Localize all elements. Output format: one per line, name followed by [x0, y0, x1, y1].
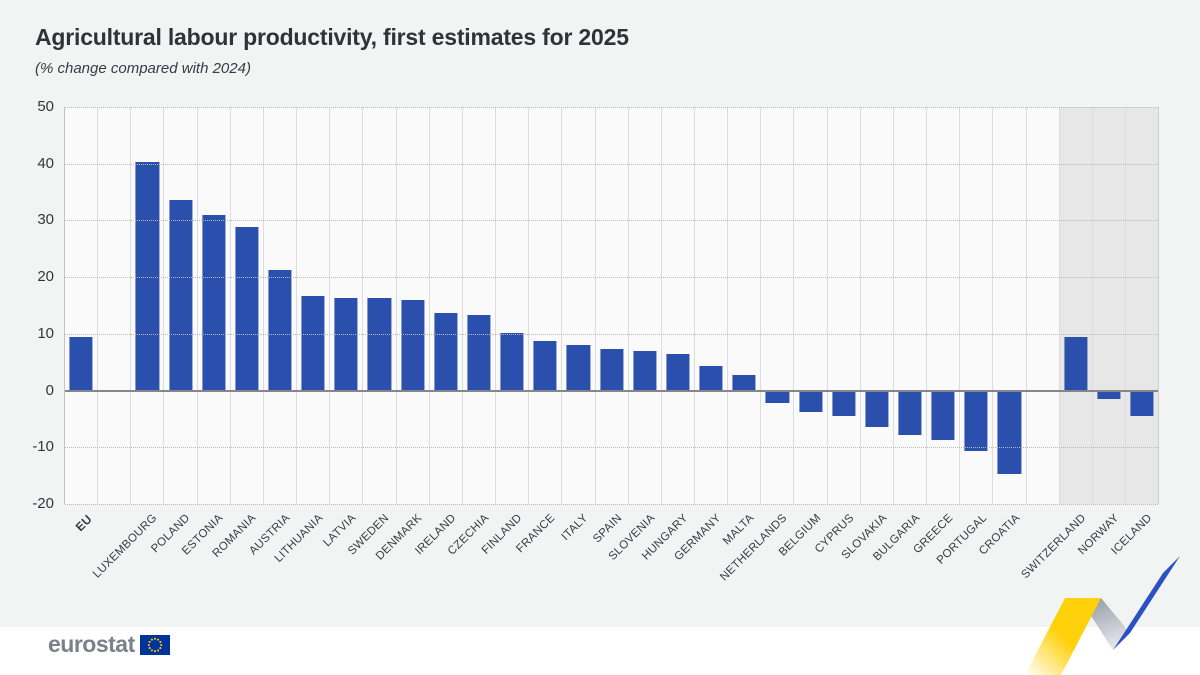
category-slot — [993, 107, 1027, 504]
category-slot — [264, 107, 298, 504]
category-slot — [894, 107, 928, 504]
plot-slots — [65, 107, 1158, 504]
bar-greece — [931, 390, 955, 440]
eurostat-ribbon-decoration — [1025, 556, 1180, 675]
category-slot — [297, 107, 331, 504]
y-tick--20: -20 — [32, 495, 54, 512]
y-tick-20: 20 — [37, 268, 54, 286]
chart-subtitle: (% change compared with 2024) — [35, 60, 251, 77]
category-slot — [927, 107, 961, 504]
category-slot — [330, 107, 364, 504]
category-slot — [529, 107, 563, 504]
bar-switzerland — [1064, 337, 1088, 391]
bar-denmark — [401, 300, 425, 391]
bar-sweden — [367, 298, 392, 391]
bar-slovakia — [865, 390, 889, 427]
category-slot — [960, 107, 994, 504]
bar-netherlands — [765, 390, 789, 404]
bar-finland — [500, 332, 524, 391]
plot-area — [64, 107, 1159, 505]
category-slot — [695, 107, 729, 504]
category-slot — [231, 107, 264, 504]
bar-malta — [732, 374, 756, 391]
category-slot — [828, 107, 861, 504]
spacer-slot — [1027, 107, 1060, 504]
bar-luxembourg — [135, 162, 159, 391]
category-slot — [1126, 107, 1158, 504]
category-slot — [363, 107, 397, 504]
category-slot — [1093, 107, 1126, 504]
category-slot — [198, 107, 231, 504]
y-tick-10: 10 — [37, 324, 54, 342]
bar-iceland — [1130, 390, 1154, 416]
bar-spain — [600, 349, 624, 391]
y-tick-30: 30 — [37, 211, 54, 229]
bar-cyprus — [832, 390, 856, 416]
ribbon-blue — [1113, 556, 1180, 650]
bar-latvia — [334, 297, 358, 391]
category-slot — [496, 107, 530, 504]
category-slot — [761, 107, 795, 504]
bar-germany — [699, 366, 723, 391]
eurostat-logo-text: eurostat — [48, 631, 135, 657]
eu-flag-icon — [139, 634, 170, 655]
bar-bulgaria — [898, 390, 922, 436]
category-slot — [596, 107, 629, 504]
ribbon-yellow — [1025, 598, 1101, 675]
category-slot — [629, 107, 662, 504]
category-slot — [164, 107, 198, 504]
bar-norway — [1097, 390, 1121, 400]
category-slot — [662, 107, 695, 504]
bar-croatia — [997, 390, 1022, 475]
spacer-slot — [98, 107, 132, 504]
efta-highlight-band — [1058, 107, 1158, 504]
y-tick-0: 0 — [45, 381, 54, 399]
bar-italy — [566, 344, 590, 391]
ribbon-fold-gray — [1088, 598, 1130, 650]
eurostat-logo: eurostat — [48, 631, 170, 658]
category-slot — [861, 107, 894, 504]
bar-slovenia — [633, 350, 657, 391]
category-slot — [1060, 107, 1093, 504]
category-slot — [794, 107, 828, 504]
category-slot — [397, 107, 430, 504]
y-tick--10: -10 — [32, 438, 54, 456]
bar-hungary — [666, 353, 690, 391]
category-slot — [430, 107, 463, 504]
category-slot — [65, 107, 99, 504]
category-slot — [463, 107, 497, 504]
bar-poland — [168, 200, 193, 391]
category-slot — [728, 107, 762, 504]
bar-czechia — [467, 314, 491, 391]
bar-portugal — [964, 390, 988, 451]
bar-france — [533, 341, 557, 391]
bar-ireland — [434, 312, 458, 391]
bar-austria — [268, 269, 292, 391]
bar-romania — [235, 227, 259, 391]
bar-eu — [69, 336, 93, 391]
y-tick-40: 40 — [37, 154, 54, 172]
bar-belgium — [798, 390, 823, 412]
category-slot — [131, 107, 165, 504]
category-slot — [562, 107, 596, 504]
bar-lithuania — [301, 295, 325, 391]
bar-estonia — [202, 214, 226, 391]
chart-title: Agricultural labour productivity, first … — [35, 24, 629, 50]
y-tick-50: 50 — [37, 98, 54, 115]
